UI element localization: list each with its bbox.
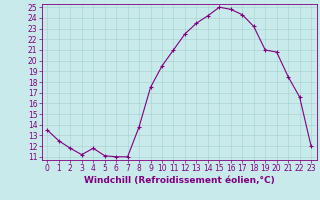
X-axis label: Windchill (Refroidissement éolien,°C): Windchill (Refroidissement éolien,°C) <box>84 176 275 185</box>
